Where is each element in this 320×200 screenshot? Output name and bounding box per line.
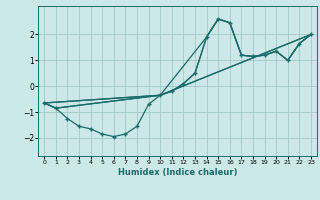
X-axis label: Humidex (Indice chaleur): Humidex (Indice chaleur) bbox=[118, 168, 237, 177]
